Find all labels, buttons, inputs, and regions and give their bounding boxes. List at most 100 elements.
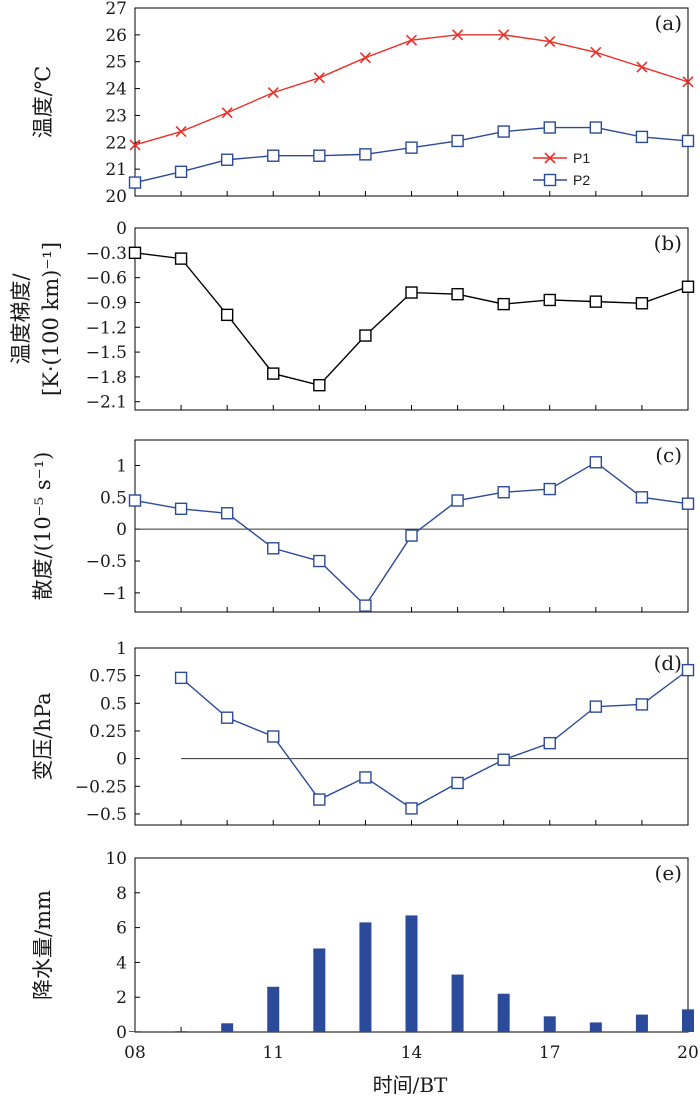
data-point-d-0-7	[497, 753, 510, 766]
y-axis-title-a: 温度/℃	[31, 66, 55, 139]
y-tick-label-a-6: 26	[105, 26, 127, 46]
data-point-c-0-1	[174, 502, 188, 515]
data-point-b-0-0	[128, 246, 142, 260]
panel-label-c: (c)	[655, 443, 682, 467]
bar-e-9	[543, 1016, 556, 1032]
data-point-d-0-6	[451, 776, 464, 790]
data-point-d-0-4	[359, 771, 372, 784]
data-point-b-0-4	[313, 378, 326, 392]
data-point-a-0-7	[452, 29, 464, 41]
data-point-a-0-3	[267, 87, 279, 99]
y-tick-label-d-5: −0.25	[75, 777, 127, 797]
bar-e-6	[405, 915, 418, 1032]
x-axis-tick-labels: 08 11 14 17 20	[124, 1043, 699, 1063]
data-point-b-0-12	[681, 280, 695, 293]
data-point-a-0-8	[498, 29, 510, 41]
data-point-a-0-12	[682, 76, 694, 88]
y-tick-label-c-0: 1	[116, 456, 127, 476]
panel-d-pressure-change: 1 0.75 0.5 0.25 0 −0.25 −0.5 变压/hPa (d)	[31, 639, 695, 826]
y-tick-label-a-1: 21	[105, 160, 127, 180]
data-point-a-0-1	[175, 125, 187, 138]
data-point-a-1-11	[635, 130, 649, 144]
legend-label-0: P1	[573, 150, 590, 166]
data-point-b-0-3	[267, 367, 280, 380]
data-point-a-0-10	[590, 46, 602, 58]
x-tick-label-3: 17	[539, 1043, 561, 1063]
data-point-a-1-3	[267, 149, 280, 162]
data-point-a-1-0	[128, 176, 142, 189]
bar-e-8	[497, 993, 510, 1032]
y-tick-label-d-3: 0.25	[89, 722, 127, 742]
legend-marker-0-b	[544, 152, 556, 164]
data-point-c-0-10	[589, 456, 603, 469]
panel-a-frame	[134, 7, 689, 197]
data-point-a-1-2	[220, 153, 234, 166]
bar-e-3	[267, 986, 280, 1032]
data-point-a-0-11	[636, 61, 648, 73]
data-point-a-0-0	[129, 139, 141, 151]
panel-c-divergence: 1 0.5 0 −0.5 −1 散度/(10⁻⁵ s⁻¹) (c)	[31, 439, 695, 613]
bar-e-2	[221, 1023, 234, 1032]
y-tick-label-d-6: −0.5	[86, 805, 127, 825]
data-point-b-0-6	[405, 286, 418, 299]
data-point-d-0-1	[220, 711, 234, 724]
data-point-b-0-7	[451, 287, 464, 301]
y-tick-label-a-4: 24	[105, 80, 127, 100]
y-axis-title-d: 变压/hPa	[31, 692, 55, 780]
data-point-a-1-5	[359, 148, 372, 161]
y-tick-label-a-7: 27	[105, 0, 127, 19]
data-point-d-0-9	[589, 700, 603, 713]
y-tick-label-b-5: −1.5	[86, 343, 127, 363]
bar-e-0	[129, 1031, 141, 1032]
data-point-d-0-2	[267, 730, 280, 743]
data-point-d-0-0	[174, 671, 188, 685]
data-point-a-0-4	[313, 72, 325, 84]
y-tick-label-c-2: 0	[116, 520, 127, 540]
y-tick-label-b-6: −1.8	[86, 368, 127, 388]
y-tick-label-d-1: 0.75	[89, 667, 127, 687]
data-point-a-1-1	[174, 165, 188, 179]
y-tick-label-e-0: 0	[116, 1023, 127, 1043]
y-tick-label-b-1: −0.3	[86, 244, 127, 264]
series-line-a-0	[134, 34, 689, 146]
x-tick-label-4: 20	[677, 1043, 699, 1063]
series-line-d-0	[180, 669, 689, 810]
panel-label-a: (a)	[654, 11, 682, 35]
data-point-a-1-6	[405, 141, 418, 154]
data-point-a-1-12	[681, 134, 695, 148]
y-tick-label-b-2: −0.6	[86, 269, 127, 289]
data-point-b-0-5	[359, 329, 372, 342]
data-point-b-0-9	[543, 293, 556, 307]
panel-b-frame	[134, 227, 689, 411]
x-tick-label-2: 14	[401, 1043, 423, 1063]
data-point-c-0-4	[313, 554, 326, 568]
y-tick-label-e-3: 6	[116, 919, 127, 939]
data-point-a-1-7	[451, 134, 464, 148]
data-point-a-1-8	[497, 125, 510, 138]
data-point-d-0-11	[681, 663, 695, 677]
data-point-d-0-5	[405, 802, 418, 815]
data-point-a-0-2	[221, 107, 233, 119]
panel-label-b: (b)	[654, 231, 682, 255]
panel-b-temperature-gradient: 0 −0.3 −0.6 −0.9 −1.2 −1.5 −1.8 −2.1 温度梯度/[K·(10…	[9, 219, 695, 413]
x-tick-label-1: 11	[262, 1043, 284, 1063]
y-tick-label-b-7: −2.1	[86, 393, 127, 413]
data-point-d-0-3	[313, 793, 326, 806]
bar-e-11	[635, 1014, 648, 1032]
y-tick-label-c-4: −1	[102, 584, 127, 604]
data-point-c-0-9	[543, 482, 556, 496]
data-point-d-0-8	[543, 736, 556, 750]
data-point-b-0-1	[174, 252, 188, 265]
y-tick-label-b-4: −1.2	[86, 318, 127, 338]
y-tick-label-e-2: 4	[116, 953, 127, 973]
data-point-c-0-2	[220, 507, 234, 520]
y-tick-label-b-0: 0	[116, 219, 127, 239]
data-point-b-0-11	[635, 297, 649, 310]
series-line-a-1	[134, 126, 689, 184]
y-tick-label-d-4: 0	[116, 750, 127, 770]
legend-label-1: P2	[573, 172, 590, 188]
panel-label-d: (d)	[654, 651, 682, 675]
bar-e-7	[451, 974, 464, 1032]
